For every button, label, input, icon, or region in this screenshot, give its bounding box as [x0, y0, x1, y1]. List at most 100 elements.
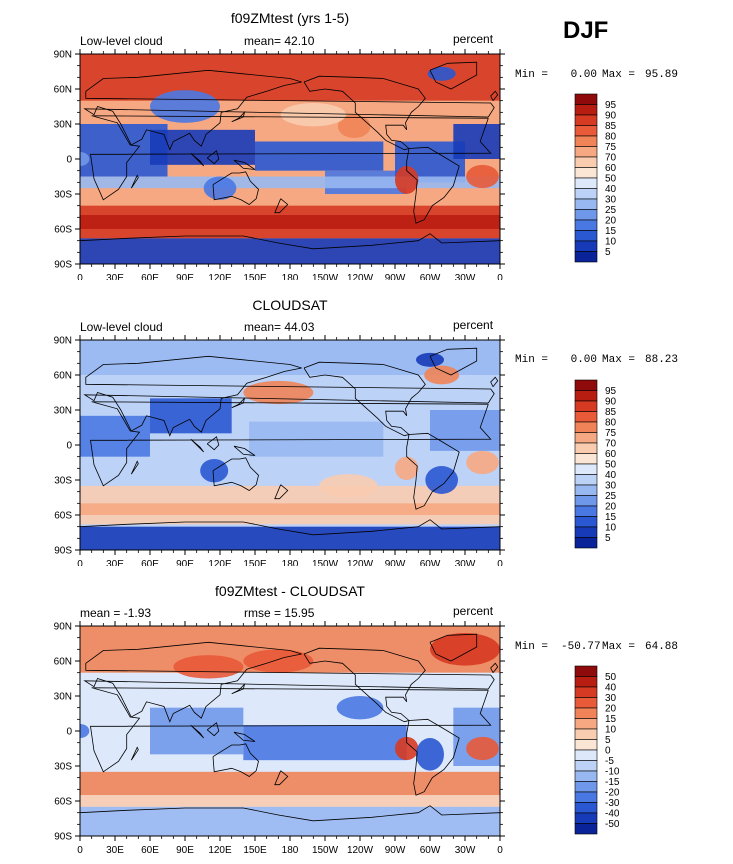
- panel-2-max-label: Max =: [602, 354, 636, 366]
- colorbar-label: 70: [605, 153, 617, 164]
- coastline: [90, 687, 492, 773]
- panel-1-mean: mean= 42.10: [244, 34, 315, 48]
- field-band: [430, 410, 500, 451]
- colorbar-box: [574, 198, 598, 210]
- colorbar-box: [574, 442, 598, 454]
- lon-tick-label: 150W: [312, 273, 339, 280]
- coastline: [83, 641, 495, 723]
- lon-tick-label: 90W: [385, 559, 406, 566]
- lon-tick-label: 0: [497, 273, 503, 280]
- colorbar-label: 20: [605, 216, 617, 227]
- colorbar-box: [574, 495, 598, 507]
- lon-tick-label: 150E: [243, 273, 267, 280]
- panel-3-map: 90N 60N 30N 0 30S 60S 90S 0 30E 60E 90E 120E 150E 180…: [54, 621, 505, 856]
- colorbar-box: [574, 760, 598, 772]
- field-blob: [416, 738, 444, 771]
- lon-tick-label: 60E: [141, 845, 159, 856]
- lat-tick-label: 0: [66, 727, 72, 738]
- colorbar-label: -20: [605, 788, 620, 799]
- field-blob: [243, 380, 314, 405]
- field-band: [150, 129, 255, 165]
- panel-3-units: percent: [453, 604, 494, 618]
- coastline: [233, 159, 256, 170]
- panel-3-min-label: Min =: [515, 641, 549, 653]
- colorbar-label: 95: [605, 100, 617, 111]
- field-blob: [424, 365, 460, 385]
- colorbar-label: 15: [605, 226, 617, 237]
- lon-tick-label: 0: [497, 845, 503, 856]
- colorbar-box: [574, 156, 598, 168]
- coastline: [90, 115, 492, 201]
- field-band: [80, 415, 150, 457]
- lat-tick-label: 90S: [54, 832, 72, 843]
- colorbar-box: [574, 390, 598, 402]
- field-blob: [243, 649, 314, 673]
- colorbar-label: 5: [605, 533, 611, 544]
- coastline: [231, 396, 246, 409]
- panel-2-max-value: 88.23: [645, 354, 679, 366]
- lon-tick-label: 180: [282, 273, 299, 280]
- colorbar-label: -15: [605, 777, 620, 788]
- colorbar-box: [574, 802, 598, 814]
- panel-2-min-label: Min =: [515, 354, 549, 366]
- panel-2-units: percent: [453, 318, 494, 332]
- coastline: [206, 436, 220, 451]
- lat-tick-label: 30S: [54, 762, 72, 773]
- colorbar-box: [574, 537, 598, 549]
- colorbar-label: 15: [605, 512, 617, 523]
- colorbar-box: [574, 114, 598, 126]
- lon-tick-label: 90W: [385, 845, 406, 856]
- field-band: [80, 526, 500, 550]
- field-blob: [200, 459, 229, 483]
- panel-3-rmse: rmse = 15.95: [244, 606, 315, 620]
- colorbar-label: 90: [605, 111, 617, 122]
- coastline: [406, 146, 460, 224]
- colorbar-box: [574, 505, 598, 517]
- lon-tick-label: 60E: [141, 559, 159, 566]
- lon-tick-label: 120E: [208, 559, 232, 566]
- field-band: [80, 215, 500, 229]
- colorbar-box: [574, 474, 598, 486]
- colorbar-box: [574, 728, 598, 740]
- lat-tick-label: 30N: [54, 692, 72, 703]
- colorbar-label: 80: [605, 418, 617, 429]
- lat-tick-label: 60S: [54, 797, 72, 808]
- lon-tick-label: 0: [77, 273, 83, 280]
- coastline: [130, 174, 139, 189]
- colorbar-box: [574, 665, 598, 677]
- coastline: [231, 682, 246, 695]
- lon-tick-label: 60E: [141, 273, 159, 280]
- colorbar-box: [574, 718, 598, 730]
- field-band: [80, 806, 500, 836]
- colorbar-box: [574, 400, 598, 412]
- coastline: [83, 69, 495, 151]
- lon-tick-label: 90E: [176, 559, 194, 566]
- lon-tick-label: 0: [497, 559, 503, 566]
- panel-2-title: CLOUDSAT: [252, 297, 328, 313]
- colorbar-label: 50: [605, 672, 617, 683]
- colorbar-box: [574, 739, 598, 751]
- panel-3-title: f09ZMtest - CLOUDSAT: [215, 583, 365, 599]
- field-blob: [80, 152, 90, 166]
- colorbar-box: [574, 251, 598, 263]
- field-band: [243, 725, 407, 761]
- field-blob: [280, 103, 347, 127]
- coastline: [429, 347, 478, 376]
- colorbar-box: [574, 676, 598, 688]
- lon-tick-label: 30E: [106, 845, 124, 856]
- lon-tick-label: 30W: [455, 559, 476, 566]
- colorbar-label: 15: [605, 714, 617, 725]
- colorbar-box: [574, 707, 598, 719]
- colorbar-box: [574, 125, 598, 137]
- panel-2-variable: Low-level cloud: [80, 320, 163, 334]
- coastline: [90, 401, 492, 487]
- colorbar-label: 85: [605, 407, 617, 418]
- colorbar-box: [574, 697, 598, 709]
- coastline: [80, 233, 500, 250]
- field-band: [80, 771, 500, 796]
- field-band: [453, 124, 500, 159]
- panel-1-max-value: 95.89: [645, 69, 679, 81]
- coastline: [231, 110, 246, 123]
